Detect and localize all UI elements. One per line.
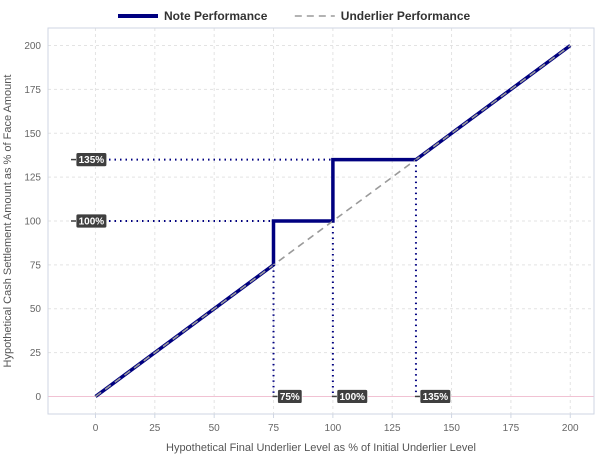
y-tick-label: 25	[30, 348, 42, 359]
callout-label: 100%	[339, 392, 365, 403]
legend-item[interactable]: Note Performance	[118, 9, 268, 23]
x-tick-label: 175	[503, 423, 520, 434]
legend[interactable]: Note Performance Underlier Performance	[118, 9, 471, 23]
callouts: 135% 100% 75% 100% 135%	[71, 152, 452, 404]
y-tick-label: 200	[24, 41, 41, 52]
callout-label: 135%	[423, 392, 449, 403]
y-tick-label: 0	[35, 392, 41, 403]
x-tick-label: 150	[443, 423, 460, 434]
y-tick-label: 150	[24, 129, 41, 140]
y-tick-label: 100	[24, 217, 41, 228]
y-callout: 100%	[71, 213, 108, 229]
y-tick-label: 75	[30, 260, 42, 271]
x-tick-label: 75	[268, 423, 280, 434]
x-tick-label: 0	[93, 423, 99, 434]
x-callout: 100%	[331, 389, 369, 404]
x-callout: 75%	[272, 389, 303, 404]
y-tick-label: 50	[30, 304, 42, 315]
x-callout: 135%	[414, 389, 452, 404]
callout-label: 135%	[79, 155, 105, 166]
y-tick-label: 125	[24, 173, 41, 184]
plot-border	[47, 27, 595, 415]
axes: 0 25 50 75 100 125 150 175 200 0 25 50 75 100 125 150 17…	[24, 27, 595, 434]
legend-item[interactable]: Underlier Performance	[294, 9, 471, 23]
legend-label: Note Performance	[164, 9, 268, 23]
y-axis-title: Hypothetical Cash Settlement Amount as %…	[2, 75, 14, 368]
legend-label: Underlier Performance	[341, 9, 471, 23]
y-callout: 135%	[71, 152, 108, 167]
callout-label: 100%	[79, 217, 105, 228]
x-tick-label: 200	[562, 423, 579, 434]
x-axis-title: Hypothetical Final Underlier Level as % …	[166, 442, 476, 454]
callout-label: 75%	[280, 392, 300, 403]
x-tick-label: 125	[384, 423, 401, 434]
underlier-performance-line	[95, 44, 571, 398]
x-tick-label: 50	[209, 423, 221, 434]
y-tick-label: 175	[24, 85, 41, 96]
x-tick-label: 25	[149, 423, 161, 434]
x-tick-label: 100	[325, 423, 342, 434]
